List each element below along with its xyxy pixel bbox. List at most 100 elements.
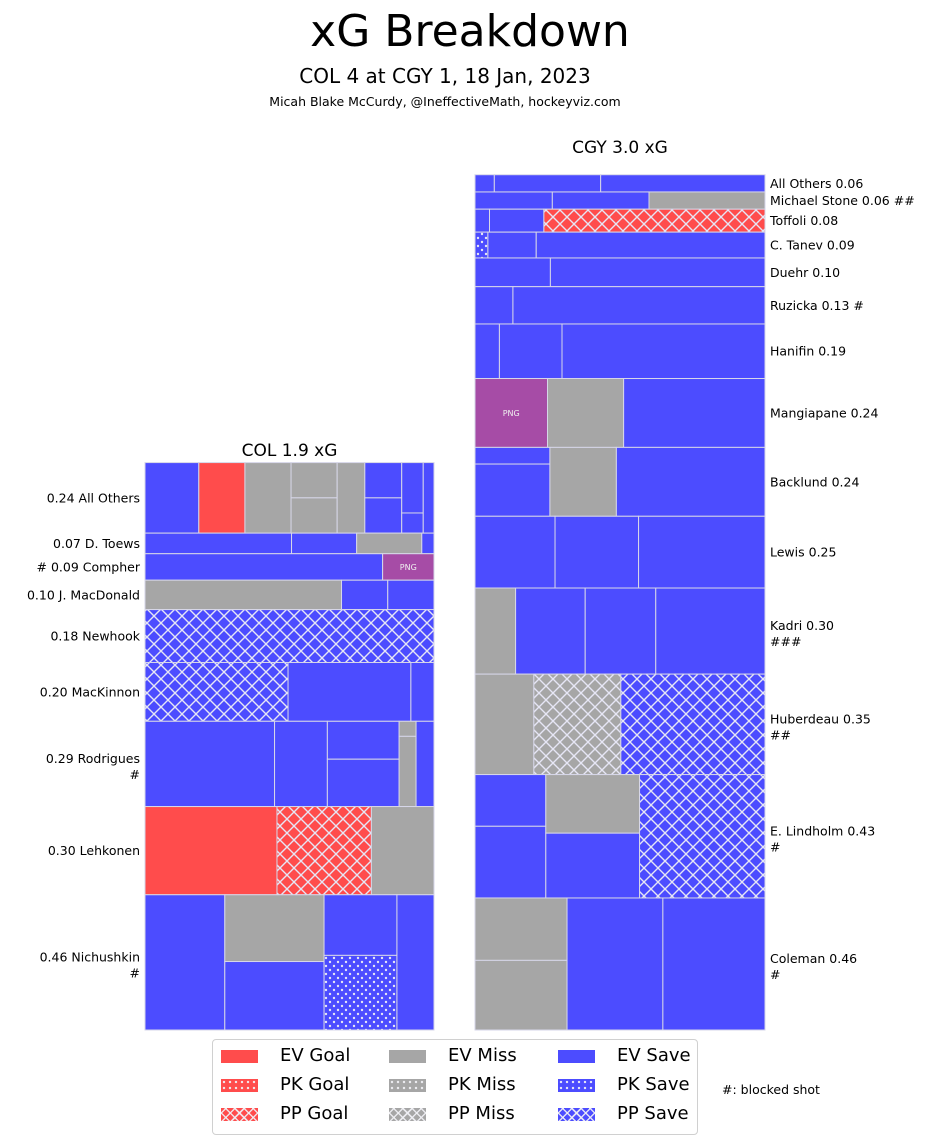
legend-swatch <box>389 1107 426 1121</box>
shot-cell <box>276 806 372 896</box>
player-label: Coleman 0.46 <box>770 951 857 966</box>
chart-title: xG Breakdown <box>310 6 630 57</box>
png-cell-label: PNG <box>400 563 417 572</box>
shot-cell <box>498 323 563 380</box>
shot-cell <box>545 832 641 899</box>
shot-cell <box>398 720 417 737</box>
shot-cell <box>584 587 657 675</box>
blocked-shot-marker: # <box>770 839 780 854</box>
shot-cell <box>364 462 403 499</box>
legend-swatch <box>221 1049 258 1063</box>
shot-cell <box>512 286 766 325</box>
shot-cell <box>144 806 278 896</box>
shot-cell <box>144 662 289 722</box>
legend-swatch <box>221 1078 258 1092</box>
player-label: 0.46 Nichushkin <box>40 949 140 964</box>
shot-cell <box>561 323 766 380</box>
legend-label: PK Save <box>617 1074 690 1095</box>
shot-cell <box>323 954 398 1031</box>
legend-swatch <box>389 1078 426 1092</box>
shot-cell <box>224 961 325 1031</box>
legend-item: PK Goal <box>221 1073 349 1097</box>
shot-cell <box>474 323 500 380</box>
player-label: C. Tanev 0.09 <box>770 238 855 253</box>
shot-cell <box>543 208 766 233</box>
shot-cell <box>487 231 537 259</box>
player-label: # 0.09 Compher <box>37 559 141 574</box>
shot-cell <box>144 894 226 1031</box>
png-cell-label: PNG <box>503 409 520 418</box>
shot-cell <box>493 174 602 193</box>
shot-cell <box>489 208 545 233</box>
shot-cell <box>290 497 338 534</box>
shot-cell <box>620 673 766 776</box>
shot-cell <box>323 894 398 956</box>
shot-cell <box>415 720 435 808</box>
player-label: 0.18 Newhook <box>50 629 140 644</box>
shot-cell <box>398 735 417 808</box>
player-label: Ruzicka 0.13 # <box>770 298 864 313</box>
shot-cell <box>474 515 556 589</box>
shot-cell <box>422 462 435 534</box>
shot-cell <box>474 463 551 517</box>
blocked-shot-marker: ### <box>770 634 801 649</box>
shot-cell <box>474 174 495 193</box>
legend-item: PP Save <box>558 1102 689 1126</box>
shot-cell <box>545 774 641 834</box>
shot-cell <box>533 673 622 776</box>
shot-cell <box>615 446 766 517</box>
legend-swatch <box>389 1049 426 1063</box>
shot-cell <box>287 662 412 722</box>
player-label: Duehr 0.10 <box>770 265 840 280</box>
player-label: 0.07 D. Toews <box>53 536 140 551</box>
legend-item: PP Goal <box>221 1102 348 1126</box>
shot-cell <box>274 720 328 808</box>
shot-cell <box>144 609 435 664</box>
shot-cell <box>474 208 490 233</box>
shot-cell <box>474 257 551 288</box>
shot-cell <box>401 462 424 514</box>
shot-cell <box>474 897 568 961</box>
shot-cell <box>401 512 424 534</box>
shot-cell <box>370 806 435 896</box>
player-label: Hanifin 0.19 <box>770 344 846 359</box>
shot-cell <box>600 174 766 193</box>
shot-cell <box>551 191 650 210</box>
shot-cell <box>474 587 517 675</box>
shot-cell <box>549 446 617 517</box>
legend-item: PP Miss <box>389 1102 515 1126</box>
shot-cell: PNG <box>382 553 435 581</box>
shot-cell <box>387 579 435 611</box>
shot-cell <box>535 231 766 259</box>
shot-cell <box>639 774 766 899</box>
legend-swatch <box>558 1078 595 1092</box>
legend-swatch <box>221 1107 258 1121</box>
player-label: 0.24 All Others <box>47 490 140 505</box>
shot-cell <box>554 515 640 589</box>
shot-cell <box>662 897 766 1031</box>
shot-cell <box>474 959 568 1031</box>
shot-cell <box>638 515 766 589</box>
cgy-panel-title: CGY 3.0 xG <box>572 138 668 158</box>
player-label: Lewis 0.25 <box>770 545 836 560</box>
player-label: Huberdeau 0.35 <box>770 711 871 726</box>
legend-item: EV Save <box>558 1044 691 1068</box>
player-label: Mangiapane 0.24 <box>770 405 878 420</box>
legend-label: PK Goal <box>280 1074 350 1095</box>
shot-cell <box>474 446 551 465</box>
shot-cell <box>144 462 200 534</box>
legend-label: EV Goal <box>280 1045 351 1066</box>
legend-label: EV Save <box>617 1045 691 1066</box>
shot-cell <box>547 378 625 448</box>
legend-swatch <box>558 1107 595 1121</box>
chart-subtitle: COL 4 at CGY 1, 18 Jan, 2023 <box>299 64 591 88</box>
player-label: All Others 0.06 <box>770 176 863 191</box>
legend-swatch <box>558 1049 595 1063</box>
shot-cell <box>515 587 586 675</box>
player-label: 0.20 MacKinnon <box>40 684 140 699</box>
shot-cell <box>144 532 293 555</box>
legend-item: PK Miss <box>389 1073 516 1097</box>
shot-cell <box>474 825 547 899</box>
shot-cell <box>244 462 292 534</box>
legend-label: PP Miss <box>448 1103 515 1124</box>
